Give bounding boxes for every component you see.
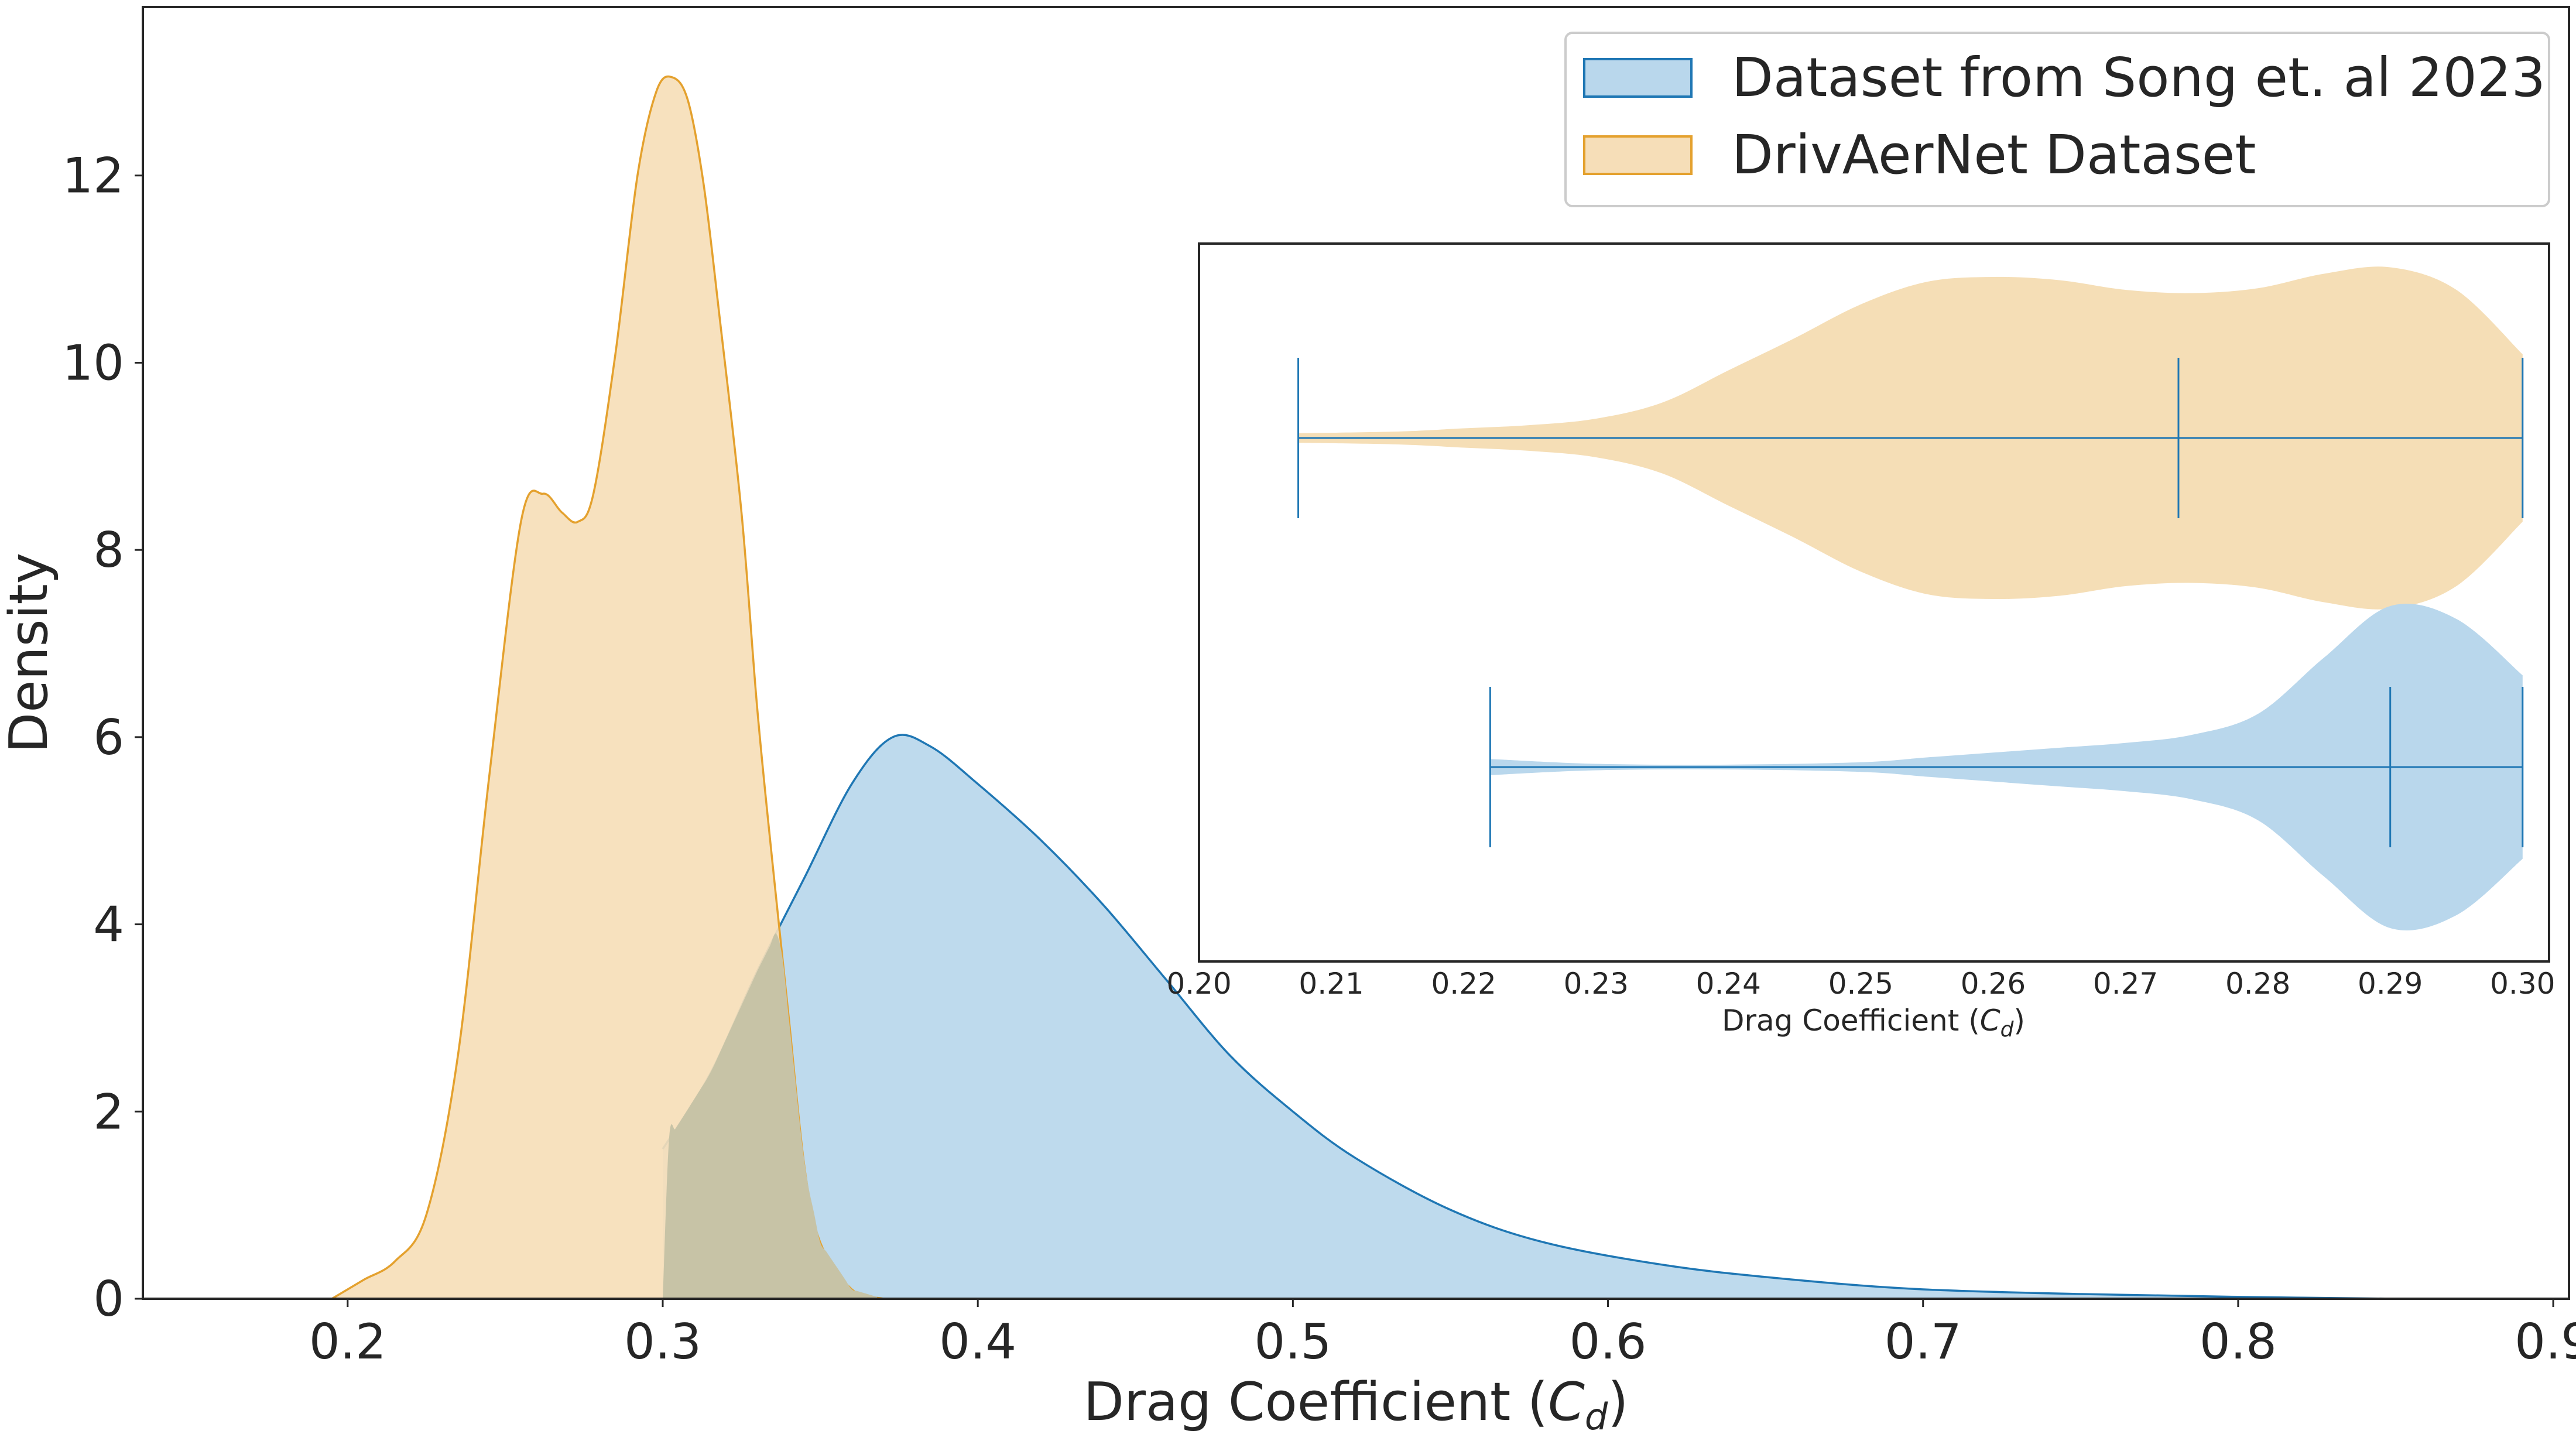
inset-x-tick-label: 0.22 [1431,967,1496,1001]
density-overlap-area [663,933,877,1299]
main-y-tick-label: 2 [93,1083,124,1140]
inset-x-tick-label: 0.30 [2490,967,2555,1001]
inset-x-tick-label: 0.27 [2093,967,2158,1001]
inset-x-tick-label: 0.21 [1299,967,1364,1001]
main-x-tick-label: 0.3 [624,1313,701,1370]
main-density-areas [331,75,2396,1300]
main-x-ticks: 0.2 0.3 0.4 0.5 0.6 0.7 0.8 0.9 [309,1299,2576,1370]
legend-label-song: Dataset from Song et. al 2023 [1732,46,2546,109]
inset-x-axis-label: Drag Coefficient (Cd) [1722,1004,2025,1042]
main-y-tick-label: 12 [62,148,124,204]
main-x-tick-label: 0.7 [1885,1313,1962,1370]
main-x-tick-label: 0.5 [1254,1313,1331,1370]
density-line-series-1 [662,734,2396,1300]
inset-x-tick-label: 0.28 [2225,967,2290,1001]
inset-violin-plot: 0.20 0.21 0.22 0.23 0.24 0.25 0.26 0.27 0.28 0.29… [1166,242,2555,1042]
density-area-series-2 [331,76,883,1299]
inset-x-tick-label: 0.26 [1961,967,2026,1001]
inset-violins [1297,266,2524,930]
density-area-series-1 [663,735,2396,1299]
legend-swatch-drivaernet [1583,135,1693,175]
legend-label-drivaernet: DrivAerNet Dataset [1732,124,2256,186]
main-y-tick-label: 6 [93,709,124,766]
main-x-tick-label: 0.9 [2515,1313,2576,1370]
inset-x-ticks: 0.20 0.21 0.22 0.23 0.24 0.25 0.26 0.27 0.28 0.29… [1166,967,2555,1001]
main-x-axis-label: Drag Coefficient (Cd) [1084,1371,1629,1434]
density-line-series-2 [331,75,884,1300]
main-x-tick-label: 0.6 [1570,1313,1647,1370]
main-x-tick-label: 0.4 [939,1313,1016,1370]
main-y-tick-label: 0 [93,1271,124,1327]
main-y-tick-label: 4 [93,896,124,953]
inset-x-tick-label: 0.23 [1564,967,1629,1001]
main-y-ticks: 0 2 4 6 8 10 12 [62,148,143,1327]
main-y-tick-label: 8 [93,522,124,579]
main-y-tick-label: 10 [62,334,124,391]
inset-x-tick-label: 0.29 [2358,967,2423,1001]
legend-swatch-song [1583,58,1693,98]
main-plot-frame [142,6,2570,1300]
main-y-axis-label: Density [0,553,60,753]
legend: Dataset from Song et. al 2023 DrivAerNet… [1564,32,2550,207]
inset-x-tick-label: 0.20 [1166,967,1231,1001]
main-x-tick-label: 0.2 [309,1313,386,1370]
main-x-tick-label: 0.8 [2200,1313,2277,1370]
legend-frame [1564,32,2550,207]
inset-x-tick-label: 0.24 [1696,967,1761,1001]
inset-x-tick-label: 0.25 [1828,967,1893,1001]
